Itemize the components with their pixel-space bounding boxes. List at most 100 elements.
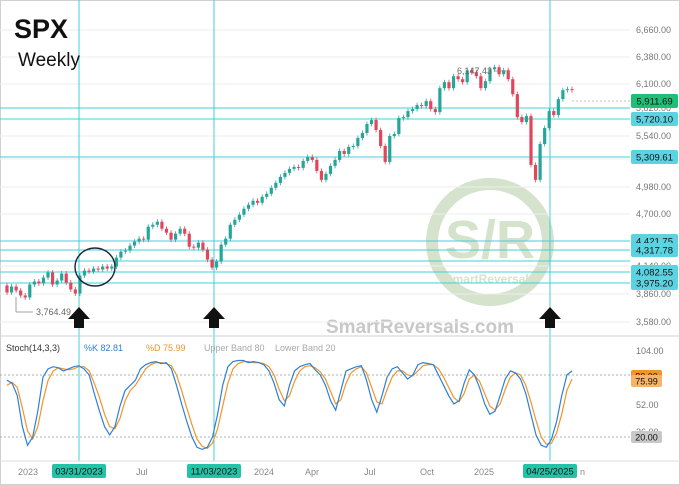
candle-body [101,266,105,270]
candle-body [69,282,73,290]
candle-body [429,101,433,110]
price-badge-label: 4,082.55 [636,268,673,279]
candle-body [274,182,278,188]
candle-body [351,145,355,147]
candle-body [342,150,346,154]
time-marker-badge: 04/25/2025 [523,464,577,478]
candle-body [82,270,87,276]
candle-body [19,290,23,296]
stoch-legend: Stoch(14,3,3) %K 82.81 %D 75.99 Upper Ba… [6,343,336,353]
candle-body [201,242,205,250]
candle-body [178,228,182,234]
candle-body [228,224,232,239]
candle-body [205,249,210,260]
candle-body [142,238,146,240]
candle-body [511,79,515,95]
candle-body [570,89,574,91]
price-tick-label: 4,700.00 [636,209,671,219]
candle-body [310,156,314,160]
candle-body [260,196,264,203]
candle-body [420,105,424,107]
candle-body [146,226,150,240]
candle-body [347,146,351,154]
candle-body [128,245,132,251]
candle-body [96,268,100,270]
candle-body [14,286,18,291]
candle-body [196,242,200,248]
candle-body [410,109,415,112]
candle-body [529,116,533,165]
price-badge: 5,309.61 [631,150,678,164]
candle-body [110,266,114,269]
candle-body [406,111,410,118]
stoch-d-value: %D 75.99 [146,343,186,353]
watermark-logo: S/R [445,210,535,270]
candle-body [237,214,241,220]
price-tick-label: 5,540.00 [636,131,671,141]
price-tick-label: 6,100.00 [636,79,671,89]
candle-body [164,228,169,233]
candle-body [160,221,164,229]
candle-body [55,280,59,285]
price-tick-label: 6,380.00 [636,52,671,62]
candle-body [187,233,191,247]
candle-body [383,145,387,162]
candle-body [538,143,542,180]
price-tick-label: 6,660.00 [636,25,671,35]
candle-body [315,159,319,171]
stoch-badge-label: 75.99 [635,377,658,387]
candle-body [552,111,556,116]
candle-body [379,130,383,146]
candle-body [192,246,196,248]
candle-body [119,251,123,258]
high-annotation: 6,147.43 [457,66,506,76]
candle-body [365,124,369,134]
candle-body [319,170,323,180]
stoch-title: Stoch(14,3,3) [6,343,60,353]
candle-body [442,82,447,89]
candle-body [461,79,465,83]
candle-body [242,208,246,215]
candle-body [470,70,474,73]
candle-body [23,295,27,298]
candle-body [474,72,478,77]
candle-body [479,76,483,89]
candle-body [256,200,260,203]
stoch-k-value: %K 82.81 [84,343,123,353]
up-arrow-icon [203,307,225,328]
candle-body [415,105,419,110]
candle-body [492,67,497,70]
time-marker-badge: 11/03/2023 [187,464,241,478]
candle-body [543,128,547,144]
candle-body [392,134,396,137]
candle-body [87,270,91,272]
candle-body [506,70,510,80]
stoch-tick-label: 104.00 [636,346,664,356]
time-tick-label: Apr [305,467,319,477]
candle-body [28,284,32,298]
candle-body [155,221,159,225]
candle-body [9,286,14,293]
candle-body [297,166,301,168]
time-marker-label: 03/31/2023 [55,467,103,478]
candle-body [91,268,96,272]
time-marker-badge: 03/31/2023 [52,464,106,478]
time-axis: 2023 03/31/2023 Jul 11/03/2023 2024 Apr Jul Oct… [18,464,585,478]
watermark-logo-sub: SmartReversals [445,272,536,286]
candle-body [265,193,269,197]
watermark-ring [426,178,554,306]
low-label: 3,764.49 [36,307,71,317]
candle-body [515,94,519,118]
candle-body [114,257,118,267]
candle-body [137,238,141,242]
stoch-badge-label: 20.00 [635,433,658,443]
candle-body [433,109,437,113]
candle-body [524,116,529,123]
candle-body [224,238,228,245]
price-badge-label: 4,421.75 [636,237,673,248]
candle-body [502,70,506,75]
candle-body [520,117,524,123]
time-tick-label: Jul [136,467,148,477]
up-arrow-icon [539,307,561,328]
stoch-d-line [6,361,573,450]
